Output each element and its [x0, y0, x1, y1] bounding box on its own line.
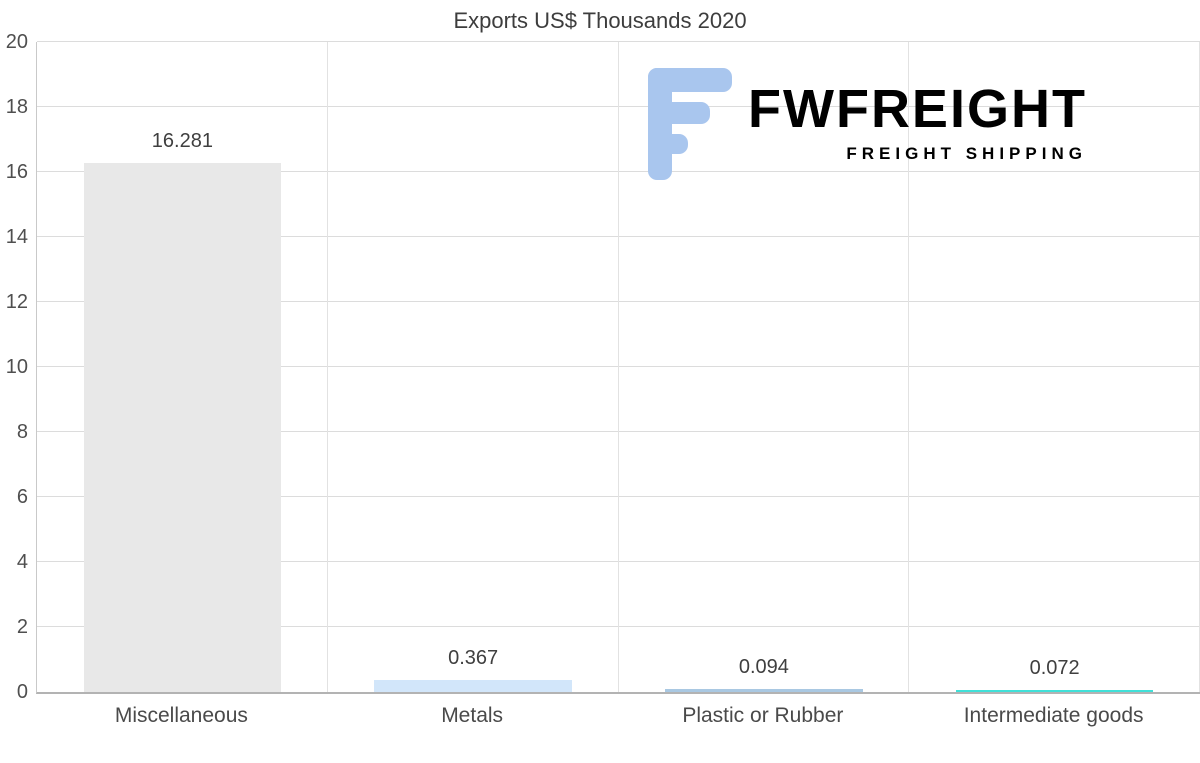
vertical-gridline	[617, 42, 619, 692]
bar-plastic-or-rubber	[665, 688, 863, 692]
bar-value-label: 0.072	[1029, 656, 1080, 679]
bar-value-label: 16.281	[151, 129, 213, 152]
bar-value-label: 0.367	[448, 647, 499, 670]
x-category-label: Intermediate goods	[963, 704, 1144, 727]
horizontal-gridline	[37, 496, 1200, 497]
y-tick-label: 8	[16, 421, 28, 443]
horizontal-gridline	[37, 366, 1200, 367]
y-tick-label: 16	[5, 161, 28, 183]
horizontal-gridline	[37, 301, 1200, 302]
horizontal-gridline	[37, 236, 1200, 237]
y-tick-label: 6	[16, 486, 28, 508]
y-tick-label: 2	[16, 616, 28, 638]
x-category-label: Plastic or Rubber	[682, 704, 844, 727]
bar-metals	[374, 680, 572, 692]
bar-value-label: 0.094	[738, 655, 789, 678]
horizontal-gridline	[37, 561, 1200, 562]
x-axis-labels: Miscellaneous Metals Plastic or Rubber Inte…	[36, 704, 1199, 728]
y-tick-label: 12	[5, 291, 28, 313]
horizontal-gridline	[37, 431, 1200, 432]
plot-area: 16.281 0.367 0.094 0.072	[36, 41, 1200, 694]
horizontal-gridline	[37, 171, 1200, 172]
y-tick-label: 14	[5, 226, 28, 248]
bar-miscellaneous	[83, 162, 282, 692]
y-tick-label: 4	[16, 551, 28, 573]
horizontal-gridline	[37, 626, 1200, 627]
y-tick-label: 18	[5, 96, 28, 118]
y-tick-label: 10	[5, 356, 28, 378]
horizontal-gridline	[37, 106, 1200, 107]
x-category-label: Metals	[441, 704, 504, 727]
vertical-gridline	[908, 42, 910, 692]
x-category-label: Miscellaneous	[114, 704, 248, 727]
chart-title: Exports US$ Thousands 2020	[453, 8, 747, 33]
y-axis: 0 2 4 6 8 10 12 14 16 18 20	[0, 32, 32, 702]
y-tick-label: 20	[5, 31, 28, 53]
bar-intermediate-goods	[955, 689, 1154, 692]
y-tick-label: 0	[16, 681, 28, 703]
vertical-gridline	[326, 42, 328, 692]
horizontal-gridline	[37, 41, 1200, 42]
